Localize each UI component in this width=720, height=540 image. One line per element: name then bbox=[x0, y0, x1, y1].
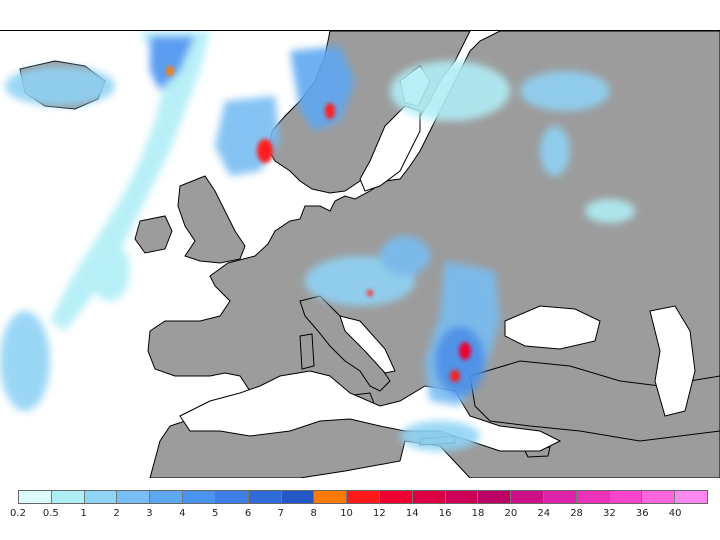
legend-tick-label: 20 bbox=[504, 508, 518, 519]
legend-tick-label: 5 bbox=[211, 508, 219, 519]
land-sardinia bbox=[299, 333, 315, 370]
legend-tick-label: 1 bbox=[80, 508, 87, 519]
land-continental-europe bbox=[147, 31, 720, 478]
legend-swatch bbox=[347, 491, 380, 503]
legend-swatch bbox=[642, 491, 676, 503]
map-canvas bbox=[0, 31, 720, 478]
legend-colorbar bbox=[18, 490, 708, 504]
legend-swatch bbox=[248, 491, 282, 503]
legend-tick-label: 2 bbox=[113, 508, 120, 519]
legend-swatch bbox=[544, 491, 577, 503]
caspian-sea bbox=[649, 305, 696, 417]
legend-swatch bbox=[576, 491, 610, 503]
legend-tick-label: 3 bbox=[146, 508, 153, 519]
legend-swatch bbox=[183, 491, 216, 503]
legend-tick-label: 24 bbox=[537, 508, 551, 519]
legend-swatch bbox=[314, 491, 348, 503]
precipitation-map bbox=[0, 30, 720, 478]
legend-swatch bbox=[478, 491, 512, 503]
legend-swatch bbox=[445, 491, 479, 503]
legend-tick-label: 7 bbox=[277, 508, 285, 519]
legend-swatch bbox=[379, 491, 413, 503]
baltic-sea bbox=[359, 105, 421, 192]
legend-swatch bbox=[19, 491, 52, 503]
legend-tick-label: 10 bbox=[340, 508, 353, 519]
legend-swatch bbox=[281, 491, 315, 503]
legend-tick-label: 16 bbox=[438, 508, 452, 519]
legend-tick-label: 32 bbox=[603, 508, 616, 519]
legend-swatch bbox=[117, 491, 151, 503]
legend-tick-label: 4 bbox=[179, 508, 186, 519]
heavy-precip-cores bbox=[166, 66, 471, 382]
legend-tick-labels: 0.2 0.5 1 2 3 4 5 6 7 8 10 12 14 16 18 20 24 28 32 36 40 bbox=[10, 508, 708, 528]
black-sea bbox=[504, 305, 601, 350]
legend-tick-label: 36 bbox=[635, 508, 649, 519]
legend-tick-label: 0.2 bbox=[10, 508, 26, 519]
legend-tick-label: 12 bbox=[373, 508, 386, 519]
legend-swatch bbox=[675, 491, 708, 503]
legend-swatch bbox=[511, 491, 544, 503]
precip-legend: 0.2 0.5 1 2 3 4 5 6 7 8 10 12 14 16 18 20 24 28 32 36 40 bbox=[10, 490, 708, 530]
legend-tick-label: 18 bbox=[471, 508, 485, 519]
precip-layer bbox=[0, 31, 635, 451]
legend-swatch bbox=[215, 491, 249, 503]
legend-swatch bbox=[412, 491, 446, 503]
legend-tick-label: 8 bbox=[310, 508, 317, 519]
land-anatolia bbox=[469, 360, 720, 442]
legend-swatch bbox=[609, 491, 643, 503]
legend-tick-label: 6 bbox=[244, 508, 252, 519]
legend-swatch bbox=[84, 491, 118, 503]
legend-tick-label: 40 bbox=[668, 508, 682, 519]
land-great-britain bbox=[177, 175, 246, 264]
legend-swatch bbox=[150, 491, 184, 503]
legend-swatch bbox=[51, 491, 85, 503]
legend-tick-label: 0.5 bbox=[42, 508, 59, 519]
land-ireland bbox=[134, 215, 173, 254]
adriatic-sea bbox=[339, 315, 396, 374]
legend-tick-label: 14 bbox=[405, 508, 419, 519]
precip-atlantic-band bbox=[50, 31, 210, 331]
legend-tick-label: 28 bbox=[570, 508, 583, 519]
